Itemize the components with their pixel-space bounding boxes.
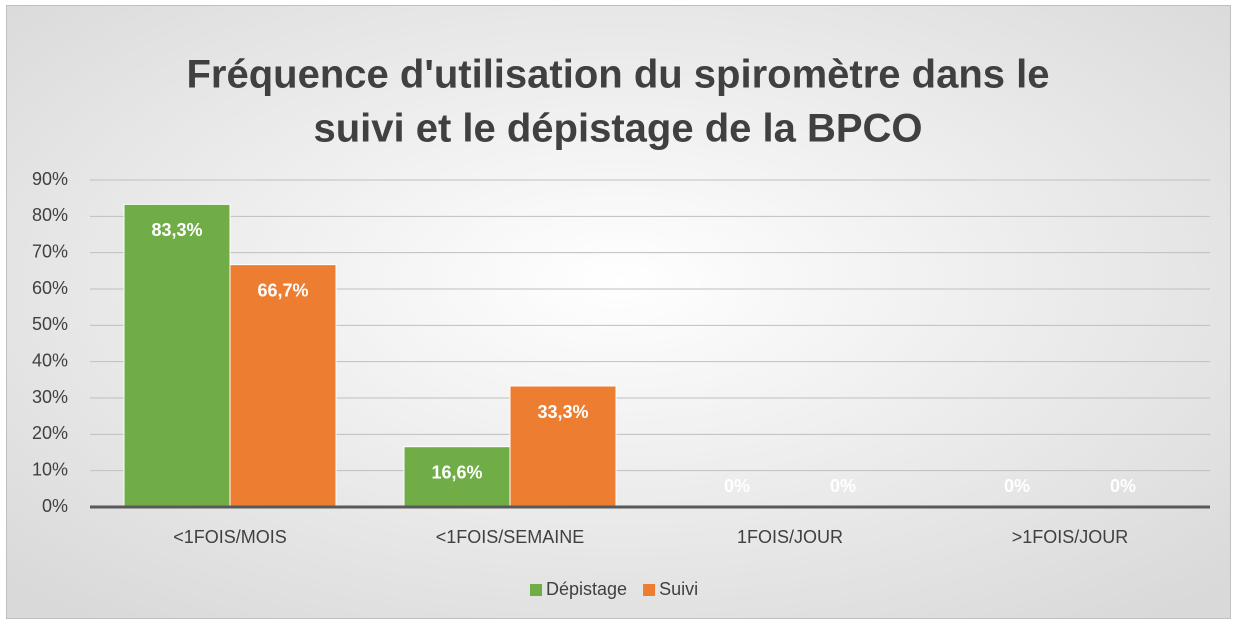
y-tick-label: 60% — [32, 278, 68, 298]
y-tick-label: 70% — [32, 241, 68, 261]
y-tick-label: 80% — [32, 205, 68, 225]
legend-swatch — [643, 584, 656, 596]
data-label: 33,3% — [537, 402, 588, 422]
legend-label: Dépistage — [546, 579, 627, 599]
x-tick-label: 1FOIS/JOUR — [737, 527, 843, 547]
bar — [229, 264, 337, 508]
y-tick-label: 40% — [32, 350, 68, 370]
y-tick-label: 30% — [32, 387, 68, 407]
y-tick-label: 90% — [32, 169, 68, 189]
legend-swatch — [530, 584, 542, 596]
data-label: 0% — [1110, 476, 1136, 496]
y-tick-label: 10% — [32, 459, 68, 479]
y-tick-label: 50% — [32, 314, 68, 334]
bar — [123, 203, 231, 508]
y-tick-label: 0% — [42, 496, 68, 516]
chart-title: Fréquence d'utilisation du spiromètre da… — [186, 53, 1049, 97]
data-label: 0% — [1004, 476, 1030, 496]
data-label: 83,3% — [151, 220, 202, 240]
data-label: 0% — [830, 476, 856, 496]
x-tick-label: >1FOIS/JOUR — [1012, 527, 1129, 547]
bar — [403, 446, 511, 508]
data-label: 16,6% — [431, 462, 482, 482]
legend-label: Suivi — [659, 579, 698, 599]
data-label: 66,7% — [257, 280, 308, 300]
data-label: 0% — [724, 476, 750, 496]
x-tick-label: <1FOIS/SEMAINE — [436, 527, 585, 547]
chart-title: suivi et le dépistage de la BPCO — [313, 107, 922, 151]
x-tick-label: <1FOIS/MOIS — [173, 527, 287, 547]
y-tick-label: 20% — [32, 423, 68, 443]
